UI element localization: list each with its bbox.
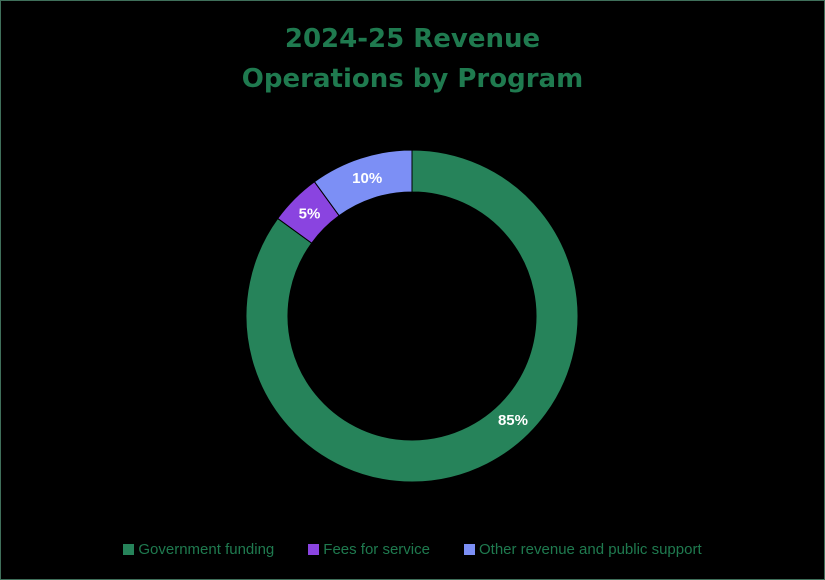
chart-title-line-1: 2024-25 Revenue (284, 24, 541, 54)
legend-label-fees-for-service: Fees for service (323, 540, 430, 558)
data-label-other-revenue: 10% (352, 170, 382, 187)
legend-item-government-funding: Government funding (123, 541, 274, 558)
chart-title-line-2: Operations by Program (241, 64, 584, 94)
legend-swatch-government-funding (123, 543, 135, 555)
legend-item-fees-for-service: Fees for service (308, 541, 430, 558)
legend: Government funding Fees for service Othe… (0, 538, 825, 560)
legend-swatch-other-revenue (463, 543, 475, 555)
slice-other-revenue (313, 149, 413, 217)
data-label-fees-for-service: 5% (299, 205, 321, 222)
legend-item-other-revenue: Other revenue and public support (463, 540, 702, 558)
legend-label-other-revenue: Other revenue and public support (478, 540, 702, 558)
legend-swatch-fees-for-service (308, 543, 320, 555)
legend-label-government-funding: Government funding (138, 540, 275, 558)
slice-government-funding (245, 149, 579, 483)
data-label-government-funding: 85% (498, 412, 528, 429)
